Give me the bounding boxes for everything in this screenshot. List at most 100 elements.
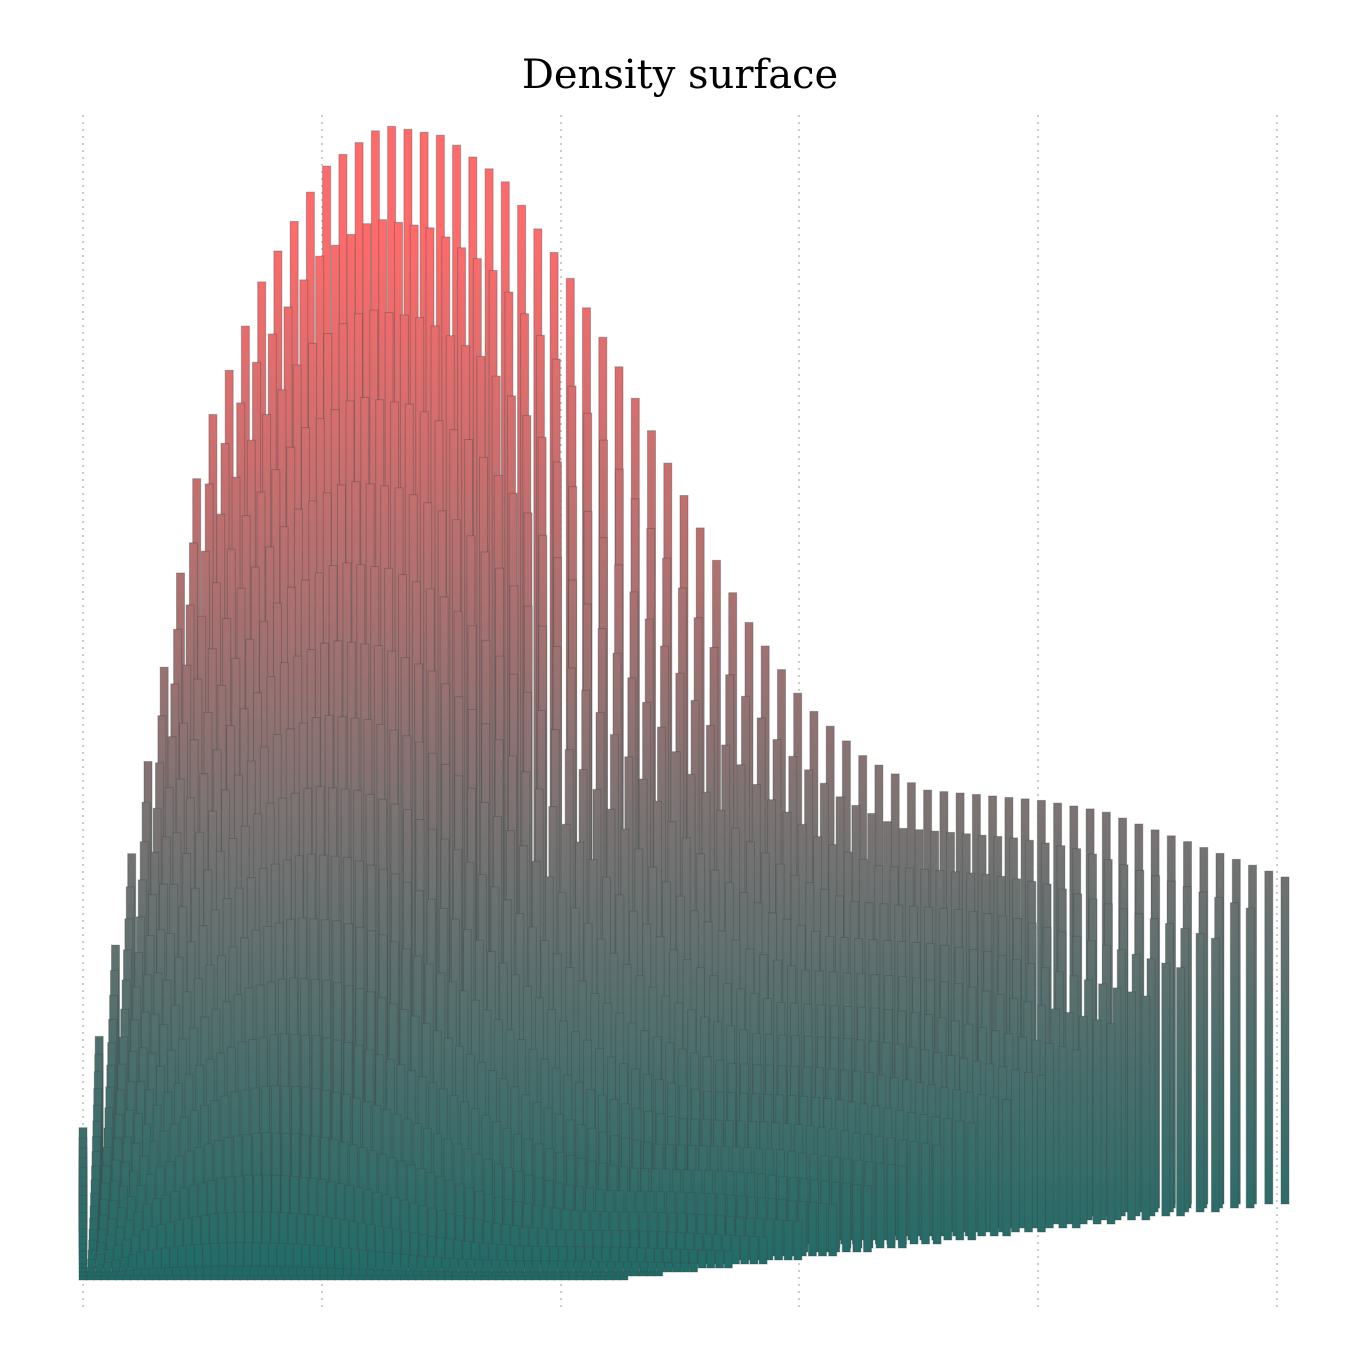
surface-bar bbox=[1161, 962, 1171, 1217]
surface-bar bbox=[689, 1262, 698, 1273]
surface-bar bbox=[288, 1266, 298, 1277]
surface-bar bbox=[614, 1261, 624, 1273]
chart-title: Density surface bbox=[521, 52, 839, 98]
surface-bar bbox=[253, 1275, 263, 1281]
surface-bar bbox=[841, 1182, 851, 1253]
surface-row-0 bbox=[78, 1275, 629, 1281]
surface-bar bbox=[234, 1265, 244, 1277]
surface-bar bbox=[86, 1266, 96, 1273]
surface-bar bbox=[1264, 870, 1274, 1205]
surface-bar bbox=[758, 1236, 768, 1265]
surface-bar bbox=[327, 1267, 337, 1277]
surface-bar bbox=[783, 1220, 793, 1261]
surface-bar bbox=[111, 1259, 121, 1273]
surface-bar bbox=[405, 1270, 415, 1277]
surface-bar bbox=[623, 1261, 632, 1273]
surface-bar bbox=[615, 1271, 625, 1277]
surface-bar bbox=[171, 1266, 181, 1277]
surface-bar bbox=[444, 1271, 454, 1277]
surface-bar bbox=[335, 1268, 345, 1277]
surface-bar bbox=[612, 1275, 622, 1281]
surface-bar bbox=[553, 1275, 563, 1281]
surface-bar bbox=[723, 1250, 733, 1269]
surface-bar bbox=[422, 1275, 431, 1281]
surface-bar bbox=[575, 1275, 585, 1281]
surface-bar bbox=[573, 1260, 583, 1273]
surface-row-2 bbox=[78, 1242, 698, 1273]
surface-bar bbox=[1141, 995, 1151, 1221]
surface-bar bbox=[680, 1262, 690, 1273]
surface-bar bbox=[296, 1266, 306, 1277]
surface-bar bbox=[397, 1270, 407, 1277]
surface-bar bbox=[706, 1249, 716, 1269]
surface-bar bbox=[1195, 932, 1205, 1213]
surface-bar bbox=[86, 1271, 96, 1277]
surface-bar bbox=[311, 1267, 321, 1277]
surface-bar bbox=[358, 1268, 368, 1277]
surface-bar bbox=[656, 1261, 665, 1273]
surface-bar bbox=[483, 1271, 492, 1277]
surface-bar bbox=[187, 1266, 197, 1277]
surface-bar bbox=[140, 1268, 150, 1277]
surface-bar bbox=[502, 1275, 512, 1281]
surface-bar bbox=[1092, 1019, 1102, 1225]
surface-bar bbox=[932, 1144, 942, 1245]
surface-bar bbox=[1106, 1022, 1116, 1225]
surface-bar bbox=[319, 1267, 329, 1277]
surface-bar bbox=[623, 1271, 633, 1277]
surface-bar bbox=[408, 1254, 418, 1273]
surface-bar bbox=[297, 1275, 307, 1281]
surface-bar bbox=[179, 1266, 189, 1277]
surface-bar bbox=[532, 1260, 542, 1273]
surface-bar bbox=[1011, 1069, 1020, 1233]
surface-bar bbox=[188, 1275, 198, 1281]
surface-bar bbox=[249, 1265, 259, 1277]
surface-bar bbox=[537, 1271, 547, 1277]
surface-bar bbox=[852, 1184, 862, 1253]
surface-bar bbox=[943, 1118, 953, 1241]
surface-bar bbox=[78, 1271, 88, 1277]
surface-bar bbox=[94, 1271, 104, 1277]
surface-bar bbox=[1036, 1074, 1046, 1233]
surface-bar bbox=[576, 1271, 586, 1277]
surface-bar bbox=[482, 1259, 492, 1273]
surface-bar bbox=[164, 1267, 174, 1277]
surface-bar bbox=[630, 1271, 640, 1277]
surface-bar bbox=[441, 1257, 451, 1273]
surface-bar bbox=[226, 1265, 236, 1277]
surface-bar bbox=[392, 1253, 401, 1273]
surface-bar bbox=[458, 1258, 467, 1273]
surface-bar bbox=[375, 1251, 385, 1273]
surface-bar bbox=[524, 1260, 533, 1273]
surface-bar bbox=[133, 1269, 142, 1277]
surface-bar bbox=[451, 1275, 461, 1281]
surface-bar bbox=[715, 1250, 725, 1269]
surface-bar bbox=[565, 1260, 575, 1273]
surface-bar bbox=[280, 1266, 290, 1277]
surface-bar bbox=[407, 1275, 417, 1281]
surface-bar bbox=[515, 1260, 525, 1273]
surface-bar bbox=[449, 1258, 459, 1273]
surface-bar bbox=[366, 1269, 376, 1277]
surface-bar bbox=[1044, 1042, 1054, 1229]
surface-bar bbox=[304, 1266, 314, 1277]
surface-bar bbox=[491, 1259, 500, 1273]
surface-bar bbox=[400, 1253, 410, 1273]
surface-bar bbox=[863, 1185, 872, 1253]
surface-bar bbox=[490, 1271, 500, 1277]
surface-bar bbox=[103, 1261, 113, 1273]
surface-bar bbox=[433, 1256, 443, 1273]
surface-bar bbox=[436, 1271, 446, 1277]
surface-bar bbox=[459, 1271, 469, 1277]
surface-bar bbox=[793, 1220, 803, 1261]
surface-bar bbox=[647, 1261, 657, 1273]
surface-bar bbox=[268, 1275, 278, 1281]
surface-bar bbox=[897, 1165, 907, 1249]
surface-bar bbox=[474, 1259, 484, 1273]
surface-bar bbox=[370, 1275, 380, 1281]
surface-bar bbox=[977, 1094, 987, 1237]
surface-row-1 bbox=[78, 1265, 664, 1277]
surface-bar bbox=[78, 1267, 88, 1273]
surface-bar bbox=[548, 1260, 558, 1273]
